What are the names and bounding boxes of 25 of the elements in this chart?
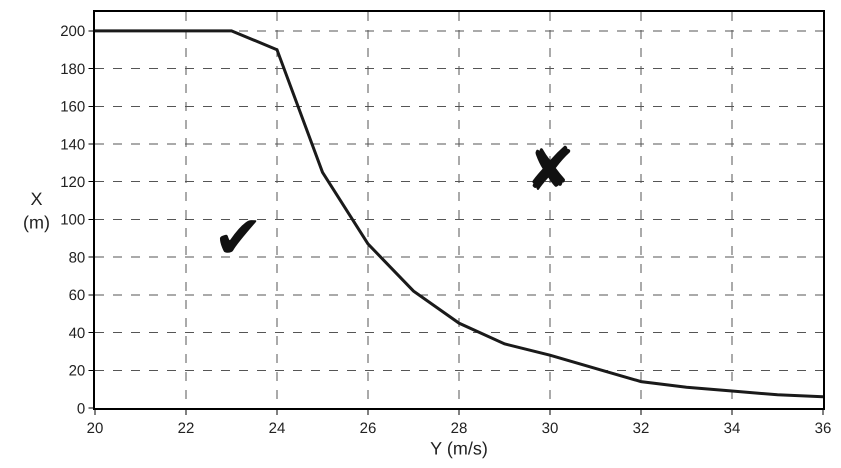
y-tick-label: 80 (68, 249, 86, 266)
x-tick-label: 36 (814, 420, 832, 437)
y-tick-label: 120 (60, 174, 86, 191)
annotation: ✔ (213, 203, 264, 273)
annotation: ✘ (525, 135, 576, 205)
y-tick-label: 60 (68, 287, 86, 304)
y-tick-label: 160 (60, 98, 86, 116)
y-tick-label: 200 (60, 23, 86, 40)
x-tick-label: 32 (632, 420, 650, 437)
x-tick-label: 24 (268, 420, 286, 437)
y-tick-label: 40 (68, 324, 86, 342)
x-tick-label: 26 (360, 420, 376, 437)
y-axis-title: X (m) (23, 189, 50, 232)
y-tick-label: 0 (76, 400, 86, 418)
y-tick-label: 20 (68, 362, 86, 380)
x-tick-label: 20 (86, 420, 104, 437)
line-series (95, 29, 823, 398)
x-tick-label: 22 (178, 420, 194, 437)
x-tick-label: 28 (450, 420, 468, 437)
y-tick-label: 180 (60, 60, 86, 78)
y-tick-label: 140 (60, 136, 86, 154)
x-tick-label: 34 (724, 420, 740, 437)
y-tick-label: 100 (60, 212, 86, 229)
x-tick-label: 30 (542, 420, 558, 437)
x-axis-title: Y (m/s) (430, 438, 488, 458)
